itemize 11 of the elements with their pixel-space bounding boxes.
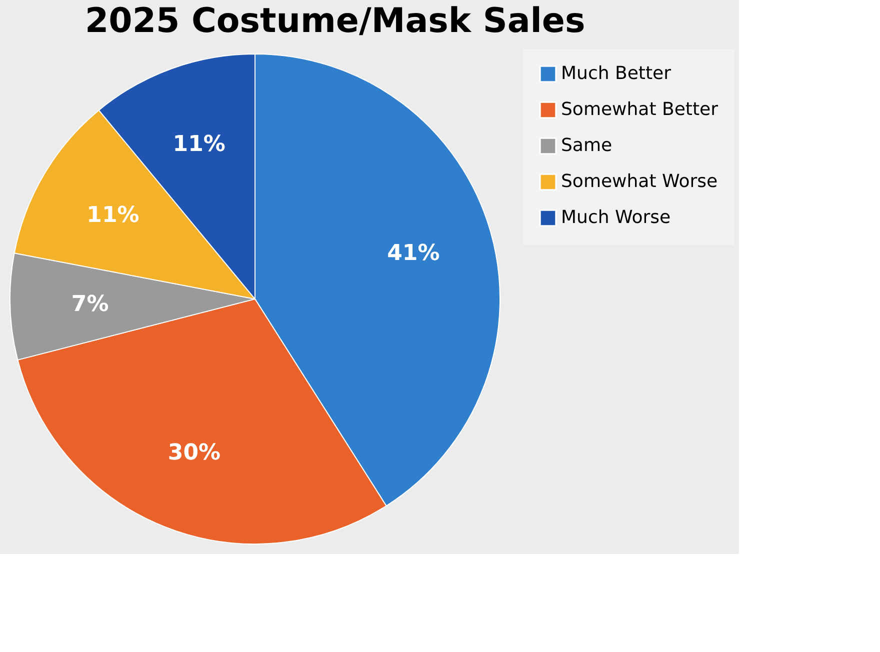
data-label: 41% bbox=[387, 240, 440, 266]
legend-label: Somewhat Better bbox=[561, 99, 719, 120]
data-label: 7% bbox=[71, 292, 109, 318]
legend-label: Much Worse bbox=[561, 207, 671, 228]
legend-label: Much Better bbox=[561, 63, 672, 84]
data-label: 30% bbox=[168, 440, 221, 466]
legend-label: Somewhat Worse bbox=[561, 171, 718, 192]
data-label: 11% bbox=[86, 203, 140, 228]
legend-label: Same bbox=[561, 135, 612, 156]
chart-title: 2025 Costume/Mask Sales bbox=[85, 1, 586, 41]
data-label: 11% bbox=[172, 132, 226, 157]
